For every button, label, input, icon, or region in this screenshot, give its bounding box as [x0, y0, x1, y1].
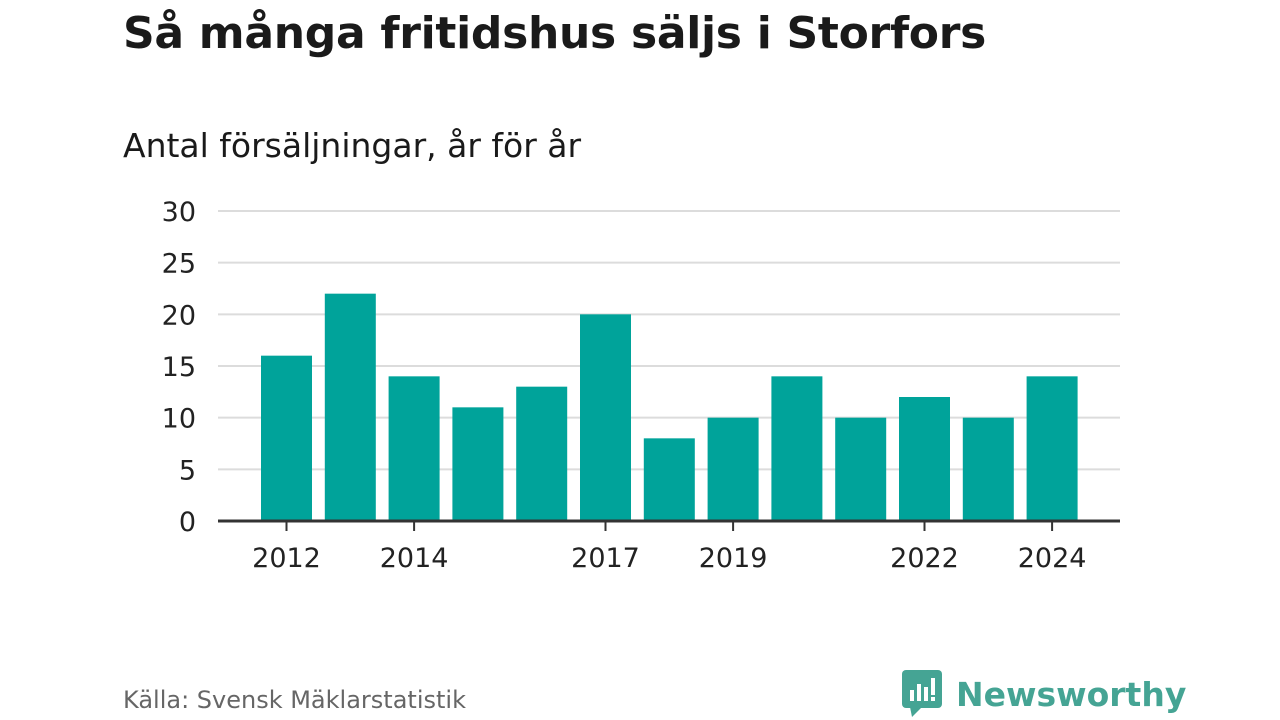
y-tick-label-0: 0: [179, 507, 196, 538]
bars: [261, 293, 1078, 521]
brand-logo: Newsworthy: [902, 670, 1186, 718]
x-tick-label-2024: 2024: [1018, 543, 1087, 574]
chart-title: Så många fritidshus säljs i Storfors: [123, 8, 987, 59]
bar-2020: [771, 376, 823, 521]
bar-2013: [324, 293, 376, 521]
bar-2017: [580, 314, 631, 521]
x-tick-label-2017: 2017: [571, 543, 640, 574]
x-tick-label-2022: 2022: [890, 543, 959, 574]
bar-2022: [899, 397, 950, 521]
source-note: Källa: Svensk Mäklarstatistik: [123, 686, 466, 714]
bar-2015: [452, 407, 504, 521]
y-tick-label-10: 10: [162, 404, 196, 435]
bar-2019: [707, 417, 759, 521]
axes: [218, 519, 1120, 531]
newsworthy-logo-icon: [902, 670, 942, 717]
bar-2023: [962, 417, 1014, 521]
bar-2021: [835, 417, 887, 521]
y-tick-label-5: 5: [179, 455, 196, 486]
bar-2024: [1026, 376, 1078, 521]
y-tick-label-20: 20: [162, 300, 196, 331]
bar-2014: [388, 376, 440, 521]
bar-2018: [643, 438, 695, 521]
bar-2012: [261, 355, 312, 521]
tick-labels: 0 5 10 15 20 25 30 2012 2014 2017 2019 2022 2024: [162, 197, 1087, 574]
y-tick-label-30: 30: [162, 197, 196, 228]
bar-2016: [516, 386, 568, 521]
x-tick-label-2012: 2012: [252, 543, 321, 574]
brand-name: Newsworthy: [956, 674, 1187, 714]
chart-subtitle: Antal försäljningar, år för år: [123, 126, 582, 165]
y-tick-label-15: 15: [162, 352, 196, 383]
x-tick-label-2019: 2019: [699, 543, 768, 574]
x-tick-label-2014: 2014: [380, 543, 449, 574]
y-tick-label-25: 25: [162, 249, 196, 280]
